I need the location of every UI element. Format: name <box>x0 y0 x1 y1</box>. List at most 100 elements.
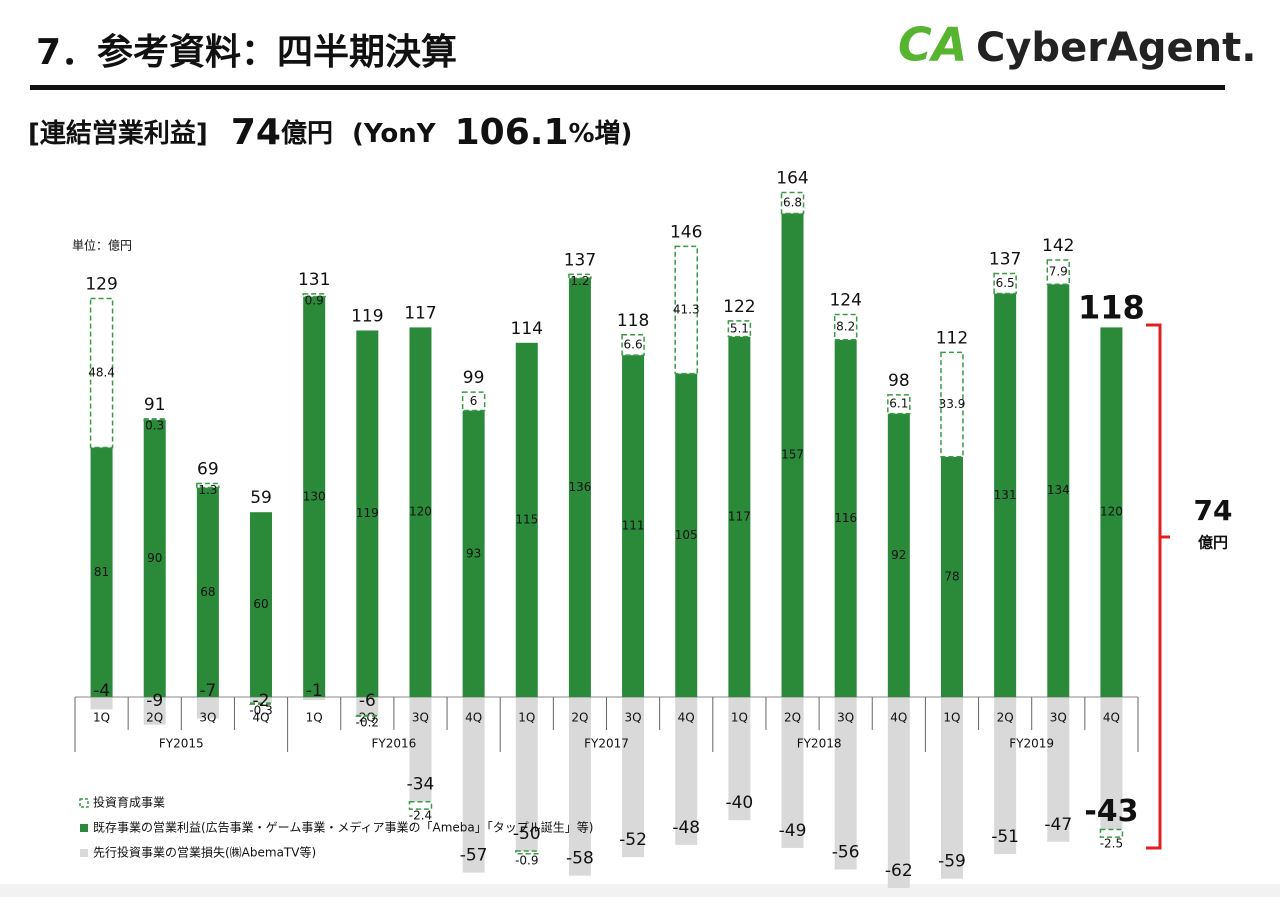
loss-label: -1 <box>306 681 323 701</box>
existing-bar <box>675 373 698 697</box>
header-rule <box>30 85 1225 90</box>
footer-band <box>0 884 1280 897</box>
loss-bar <box>356 697 379 716</box>
investment-label: 7.9 <box>1049 265 1068 279</box>
legend-swatch <box>80 849 88 857</box>
existing-label: 90 <box>147 551 162 565</box>
total-label: 91 <box>144 395 166 415</box>
investment-label: 8.2 <box>836 320 855 334</box>
group-label: FY2018 <box>797 737 842 751</box>
investment-label: -0.9 <box>515 853 538 867</box>
existing-label: 130 <box>303 489 326 503</box>
loss-label: -34 <box>407 775 435 795</box>
existing-label: 81 <box>94 565 109 579</box>
group-label: FY2019 <box>1009 737 1054 751</box>
existing-label: 120 <box>409 505 432 519</box>
investment-bar <box>461 391 486 412</box>
existing-bar <box>143 419 166 697</box>
investment-label: -0.3 <box>249 704 272 718</box>
headline-part: 億円 <box>281 119 333 149</box>
x-tick-label: 2Q <box>784 711 801 725</box>
investment-bar <box>1046 259 1071 286</box>
loss-label: -49 <box>779 821 807 841</box>
loss-bar <box>303 697 326 701</box>
x-tick-label: 4Q <box>252 711 269 725</box>
legend-swatch <box>79 798 89 808</box>
loss-label: -2 <box>253 691 270 711</box>
investment-label: 48.4 <box>88 365 115 379</box>
total-label: 99 <box>463 368 485 388</box>
investment-bar <box>1099 828 1124 838</box>
loss-label: -57 <box>460 846 488 866</box>
x-tick-label: 1Q <box>518 711 535 725</box>
investment-bar <box>887 394 911 415</box>
loss-label: -48 <box>672 818 700 838</box>
x-tick-label: 2Q <box>997 711 1014 725</box>
existing-bar <box>356 330 379 697</box>
investment-bar <box>302 293 326 298</box>
total-label: 98 <box>888 371 910 391</box>
x-tick-label: 1Q <box>731 711 748 725</box>
loss-label: -59 <box>938 852 966 872</box>
x-tick-label: 1Q <box>93 711 110 725</box>
investment-label: 1.2 <box>570 274 589 288</box>
loss-bar <box>90 697 113 710</box>
logo-mark: CA <box>898 18 967 72</box>
loss-label: -43 <box>1084 794 1138 829</box>
existing-bar <box>834 339 857 697</box>
loss-label: -9 <box>146 691 163 711</box>
logo-text: CyberAgent. <box>976 25 1256 71</box>
total-label: 69 <box>197 460 219 480</box>
investment-label: 6.8 <box>783 195 802 209</box>
legend-label: 先行投資事業の営業損失(㈱AbemaTV等) <box>93 845 316 860</box>
headline-part: 106.1 <box>455 112 569 153</box>
total-label: 131 <box>298 270 330 290</box>
x-tick-label: 3Q <box>199 711 216 725</box>
loss-label: -52 <box>619 830 647 850</box>
existing-label: 60 <box>253 597 268 611</box>
headline-part: (YonY <box>352 119 437 149</box>
annotation-value: 74 <box>1194 494 1233 527</box>
investment-bar <box>940 351 964 458</box>
x-tick-label: 3Q <box>1050 711 1067 725</box>
x-tick-label: 4Q <box>465 711 482 725</box>
investment-bar <box>727 320 752 338</box>
loss-bar <box>143 697 166 725</box>
investment-label: 0.9 <box>305 293 324 307</box>
total-label: 124 <box>829 290 861 310</box>
existing-bar <box>462 410 485 697</box>
investment-label: -2.5 <box>1100 837 1123 851</box>
existing-bar <box>568 278 591 697</box>
investment-bar <box>249 702 273 705</box>
x-tick-label: 4Q <box>1103 711 1120 725</box>
investment-label: 1.3 <box>198 483 217 497</box>
existing-label: 111 <box>622 519 645 533</box>
total-label: 117 <box>404 303 436 323</box>
investment-label: 6.1 <box>889 397 908 411</box>
legend-label: 投資育成事業 <box>93 795 165 810</box>
investment-label: 6 <box>470 394 478 408</box>
loss-bar <box>250 697 273 704</box>
loss-bar <box>675 697 698 845</box>
x-tick-label: 1Q <box>306 711 323 725</box>
headline-part: [連結営業利益] <box>28 118 208 149</box>
loss-bar <box>1047 697 1070 842</box>
loss-label: -56 <box>832 842 860 862</box>
total-label: 59 <box>250 488 272 508</box>
existing-label: 115 <box>515 512 538 526</box>
investment-bar <box>833 313 858 341</box>
investment-label: 41.3 <box>673 302 700 316</box>
x-tick-label: 3Q <box>625 711 642 725</box>
existing-bar <box>250 512 273 697</box>
x-tick-label: 1Q <box>943 711 960 725</box>
loss-label: -6 <box>359 691 376 711</box>
existing-label: 116 <box>834 511 857 525</box>
loss-label: -62 <box>885 861 913 881</box>
existing-label: 136 <box>568 480 591 494</box>
investment-label: -0.2 <box>356 716 379 730</box>
loss-label: -50 <box>513 824 541 844</box>
loss-bar <box>409 697 432 802</box>
investment-label: 6.5 <box>996 276 1015 290</box>
loss-bar <box>994 697 1017 855</box>
investment-bar <box>142 418 167 421</box>
